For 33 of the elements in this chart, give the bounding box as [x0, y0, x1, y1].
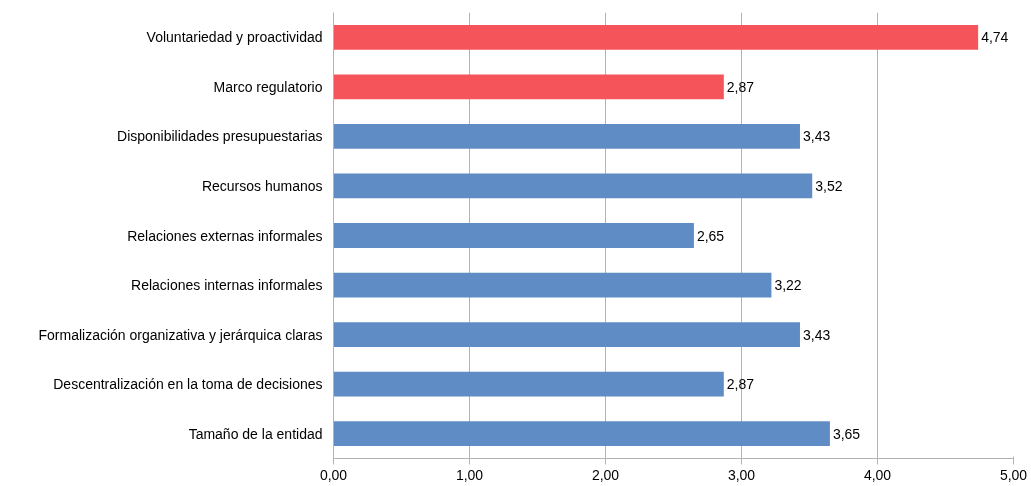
- bar: [333, 371, 724, 397]
- y-tick-label: Recursos humanos: [201, 177, 323, 194]
- bar: [333, 124, 800, 149]
- bar: [333, 223, 694, 248]
- y-tick-label: Relaciones internas informales: [131, 277, 323, 294]
- y-tick-label: Disponibilidades presupuestarias: [117, 128, 323, 145]
- y-tick-label: Relaciones externas informales: [127, 227, 323, 244]
- y-tick-label: Marco regulatorio: [213, 78, 323, 95]
- y-tick-label: Descentralización en la toma de decisiones: [53, 376, 323, 393]
- data-label: 3,43: [802, 326, 831, 343]
- bar: [333, 24, 979, 50]
- data-label: 3,43: [802, 128, 831, 145]
- y-tick-label: Voluntariedad y proactividad: [146, 29, 323, 46]
- data-label: 2,65: [696, 227, 725, 244]
- bar: [333, 173, 813, 199]
- data-label: 2,87: [726, 376, 755, 393]
- y-tick-label: Tamaño de la entidad: [188, 425, 323, 442]
- x-tick-label: 5,00: [999, 466, 1028, 483]
- y-tick-label: Formalización organizativa y jerárquica claras: [38, 326, 323, 343]
- data-label: 3,22: [774, 277, 802, 294]
- data-label: 4,74: [981, 29, 1009, 46]
- x-tick-label: 3,00: [727, 466, 756, 483]
- bar: [333, 421, 830, 447]
- x-tick-label: 2,00: [591, 466, 620, 483]
- x-tick-label: 1,00: [455, 466, 484, 483]
- data-label: 2,87: [726, 78, 755, 95]
- data-label: 3,52: [815, 177, 843, 194]
- bar: [333, 74, 724, 100]
- bar: [333, 272, 772, 298]
- x-tick-label: 4,00: [863, 466, 892, 483]
- bar: [333, 322, 800, 347]
- data-label: 3,65: [832, 425, 861, 442]
- x-tick-label: 0,00: [319, 466, 348, 483]
